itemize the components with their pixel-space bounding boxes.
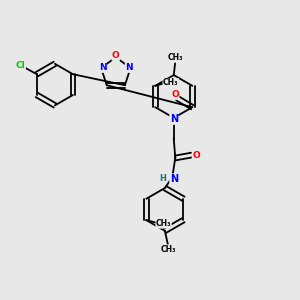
Text: CH₃: CH₃ <box>161 245 176 254</box>
Text: N: N <box>170 174 178 184</box>
Text: O: O <box>192 151 200 160</box>
Text: CH₃: CH₃ <box>163 78 178 87</box>
Text: O: O <box>112 51 120 60</box>
Text: N: N <box>99 63 106 72</box>
Text: CH₃: CH₃ <box>156 219 171 228</box>
Text: H: H <box>159 174 166 183</box>
Text: N: N <box>125 63 133 72</box>
Text: N: N <box>170 114 178 124</box>
Text: Cl: Cl <box>16 61 26 70</box>
Text: CH₃: CH₃ <box>168 53 184 62</box>
Text: O: O <box>171 90 179 99</box>
